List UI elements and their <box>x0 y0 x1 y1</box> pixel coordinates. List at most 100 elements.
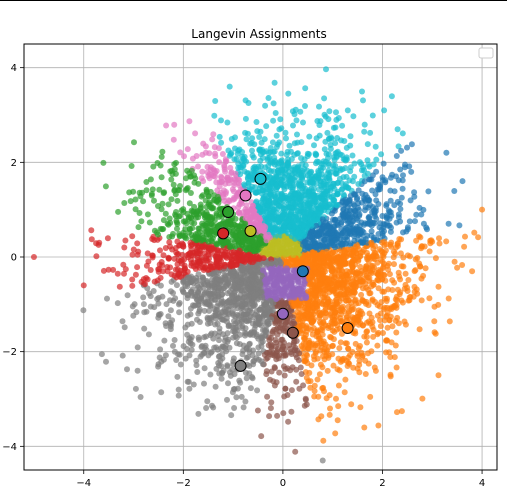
scatter-point <box>150 163 157 170</box>
scatter-point <box>233 324 240 331</box>
scatter-point <box>269 307 276 314</box>
scatter-point <box>289 175 296 182</box>
scatter-point <box>349 264 356 271</box>
scatter-point <box>80 307 87 314</box>
scatter-point <box>402 270 409 277</box>
scatter-point <box>383 202 390 209</box>
scatter-point <box>147 293 154 300</box>
scatter-point <box>350 113 357 120</box>
scatter-point <box>177 149 184 156</box>
scatter-point <box>408 141 415 148</box>
scatter-point <box>377 186 383 193</box>
scatter-point <box>398 297 405 304</box>
scatter-point <box>167 288 174 295</box>
scatter-point <box>190 381 197 388</box>
scatter-point <box>227 177 233 183</box>
scatter-point <box>355 187 362 194</box>
scatter-point <box>155 266 162 273</box>
scatter-point <box>179 232 186 239</box>
scatter-point <box>254 128 261 135</box>
scatter-point <box>404 288 411 294</box>
scatter-point <box>347 133 354 140</box>
scatter-point <box>171 166 178 173</box>
scatter-point <box>263 368 270 375</box>
scatter-point <box>233 334 240 341</box>
scatter-point <box>298 295 305 302</box>
scatter-point <box>225 310 232 316</box>
scatter-point <box>263 287 270 293</box>
scatter-point <box>251 357 258 364</box>
scatter-point <box>271 154 278 161</box>
scatter-point <box>88 236 95 243</box>
scatter-point <box>177 361 184 368</box>
scatter-point <box>153 229 160 236</box>
scatter-point <box>273 144 280 150</box>
scatter-point <box>432 330 439 337</box>
scatter-point <box>377 317 383 324</box>
scatter-point <box>205 193 212 199</box>
scatter-point <box>259 154 266 161</box>
scatter-point <box>313 151 320 158</box>
scatter-point <box>330 362 337 369</box>
scatter-point <box>157 274 164 281</box>
scatter-point <box>151 304 158 311</box>
scatter-point <box>100 159 107 166</box>
scatter-point <box>295 163 302 170</box>
scatter-point <box>280 410 287 417</box>
scatter-point <box>221 251 228 258</box>
scatter-point <box>284 148 291 155</box>
scatter-point <box>251 169 257 176</box>
scatter-point <box>194 293 201 300</box>
scatter-point <box>93 253 100 260</box>
scatter-point <box>229 186 236 193</box>
scatter-point <box>272 337 279 343</box>
scatter-point <box>231 289 238 296</box>
scatter-point <box>333 109 339 116</box>
scatter-point <box>400 254 407 261</box>
scatter-point <box>181 153 187 160</box>
scatter-point <box>298 343 305 349</box>
scatter-point <box>326 193 333 200</box>
scatter-point <box>332 248 339 255</box>
scatter-point <box>325 116 332 123</box>
scatter-point <box>392 244 399 251</box>
scatter-point <box>334 222 341 229</box>
scatter-point <box>346 201 353 208</box>
scatter-point <box>365 196 372 203</box>
scatter-point <box>400 172 406 179</box>
scatter-point <box>254 387 261 394</box>
scatter-point <box>322 341 329 348</box>
scatter-point <box>150 233 157 240</box>
scatter-point <box>396 273 403 280</box>
scatter-point <box>282 192 289 199</box>
scatter-point <box>176 309 183 316</box>
scatter-point <box>188 346 195 353</box>
scatter-point <box>244 354 251 361</box>
scatter-point <box>190 280 197 287</box>
scatter-point <box>220 343 227 350</box>
scatter-point <box>387 371 394 378</box>
scatter-point <box>298 371 305 377</box>
scatter-point <box>258 242 265 249</box>
scatter-point <box>143 275 150 281</box>
scatter-point <box>338 330 345 337</box>
scatter-point <box>416 326 423 333</box>
scatter-point <box>462 233 468 240</box>
scatter-point <box>161 189 168 196</box>
scatter-point <box>212 383 219 390</box>
scatter-point <box>212 98 219 104</box>
scatter-point <box>260 299 267 305</box>
scatter-point <box>184 378 191 385</box>
scatter-point <box>157 162 164 169</box>
scatter-point <box>270 100 277 107</box>
scatter-point <box>320 275 327 282</box>
scatter-point <box>243 375 250 382</box>
scatter-point <box>380 330 386 336</box>
scatter-point <box>273 317 280 324</box>
scatter-point <box>262 259 269 266</box>
scatter-point <box>342 225 349 232</box>
scatter-point <box>159 262 166 269</box>
scatter-point <box>374 277 381 283</box>
scatter-point <box>155 363 162 370</box>
scatter-point <box>187 190 194 196</box>
